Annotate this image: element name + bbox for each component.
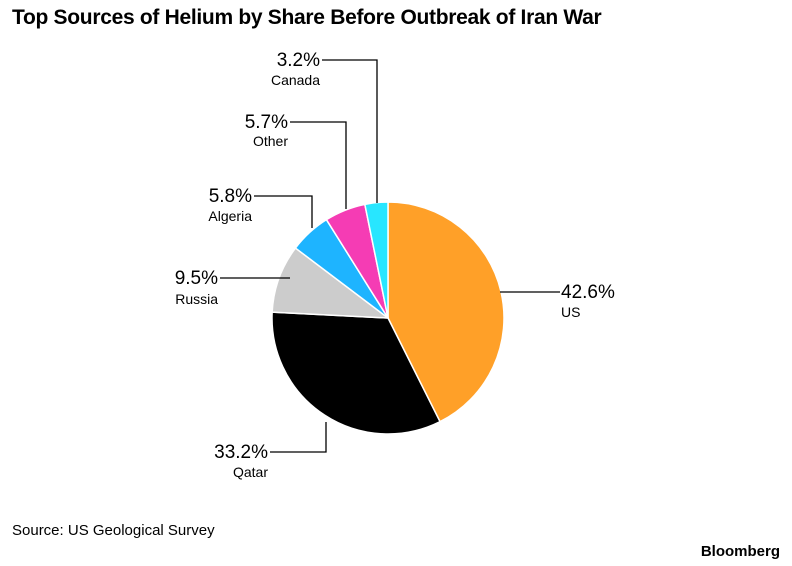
source-note: Source: US Geological Survey [12,522,215,539]
pie-slice-qatar [271,311,441,435]
data-label-value-other: 5.7% [245,112,288,133]
leader-line-qatar [270,422,327,453]
pie-slice-us [387,201,505,423]
leader-line-algeria [254,195,313,228]
chart-title: Top Sources of Helium by Share Before Ou… [12,6,602,29]
data-label-value-algeria: 5.8% [209,186,252,207]
data-label-value-us: 42.6% [561,282,615,303]
data-label-name-algeria: Algeria [208,208,252,224]
data-label-name-russia: Russia [175,291,218,307]
data-label-name-other: Other [253,133,288,149]
data-label-value-russia: 9.5% [175,268,218,289]
data-label-name-qatar: Qatar [233,464,268,480]
bloomberg-logo: Bloomberg [700,543,780,560]
leader-line-other [290,121,347,209]
data-label-name-us: US [561,304,580,320]
data-label-value-canada: 3.2% [277,50,320,71]
leader-line-canada [322,59,378,203]
data-label-value-qatar: 33.2% [214,442,268,463]
data-label-name-canada: Canada [271,72,320,88]
